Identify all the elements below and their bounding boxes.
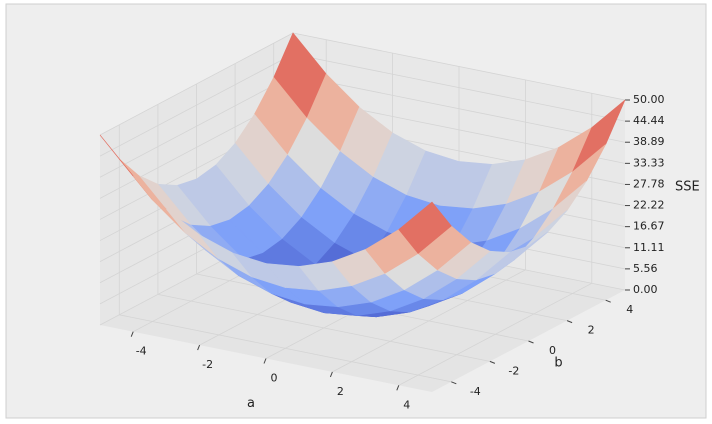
x-tick-label: -2 [202,358,213,371]
z-tick-label: 38.89 [633,135,665,148]
z-tick-label: 33.33 [633,156,665,169]
y-tick-label: 2 [588,324,595,337]
y-tick [605,299,611,303]
y-tick [451,381,457,385]
z-tick-label: 0.00 [633,283,658,296]
x-tick-label: 4 [403,398,410,411]
x-tick [263,358,267,364]
x-axis-label: a [247,396,255,411]
surface [99,32,626,318]
x-tick-label: 2 [337,385,344,398]
z-tick-label: 5.56 [633,262,658,275]
y-tick [489,360,496,364]
x-tick [197,344,201,351]
grid-line [99,74,294,178]
x-tick-label: -4 [136,345,147,358]
x-tick [396,385,400,391]
x-tick [329,371,333,378]
y-tick-label: -4 [470,385,481,398]
z-tick-label: 16.67 [633,220,665,233]
z-tick-label: 22.22 [633,199,665,212]
grid-line [292,32,626,101]
y-tick-label: 0 [549,344,556,357]
y-tick [528,340,534,344]
z-tick-label: 44.44 [633,114,665,127]
z-tick-label: 11.11 [633,241,665,254]
grid-line [99,32,294,136]
x-tick-label: 0 [271,372,278,385]
surface-facet [398,201,452,254]
grid-line [99,53,294,157]
z-tick-label: 50.00 [633,93,665,106]
y-tick-label: -2 [508,364,519,377]
grid-line [119,314,452,383]
y-tick [566,320,573,324]
x-tick [130,331,134,337]
z-tick-label: 27.78 [633,177,665,190]
grid-line [292,74,626,143]
y-tick-label: 4 [626,303,633,316]
z-axis-label: SSE [675,180,700,195]
axis-labels: -4-2024-4-20240.005.5611.1116.6722.2227.… [136,93,700,411]
y-axis-label: b [554,356,562,371]
grid-line [292,53,626,122]
grid-line [157,294,490,362]
